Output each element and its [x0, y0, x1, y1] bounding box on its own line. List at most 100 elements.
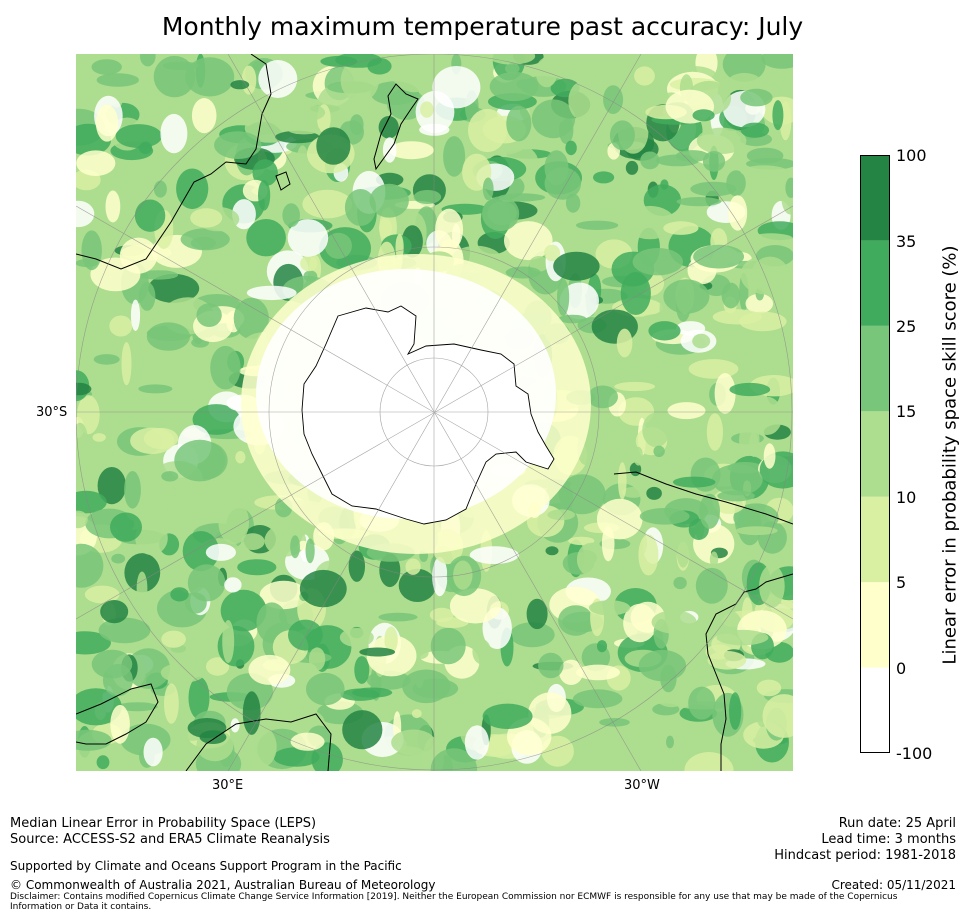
skill-patch	[220, 239, 256, 270]
skill-patch	[230, 718, 240, 733]
skill-patch	[259, 580, 308, 610]
skill-patch	[246, 285, 297, 301]
skill-patch	[130, 299, 141, 331]
skill-patch	[187, 718, 227, 738]
skill-patch	[96, 755, 110, 770]
skill-patch	[96, 73, 139, 87]
skill-patch	[252, 159, 278, 187]
footer-source: Source: ACCESS-S2 and ERA5 Climate Reana…	[10, 832, 330, 847]
skill-patch	[120, 217, 134, 232]
skill-patch	[109, 315, 133, 337]
skill-patch	[688, 359, 739, 379]
skill-patch	[634, 66, 655, 86]
footer-lead-time: Lead time: 3 months	[821, 832, 956, 847]
skill-patch	[126, 648, 171, 689]
skill-patch	[526, 598, 548, 630]
skill-patch	[264, 524, 307, 557]
skill-patch	[756, 679, 782, 697]
skill-patch	[206, 657, 230, 676]
skill-patch	[748, 233, 793, 244]
skill-patch	[185, 57, 235, 97]
skill-patch	[369, 183, 409, 218]
skill-patch	[76, 510, 88, 529]
graticule	[76, 54, 793, 771]
skill-patch	[349, 114, 364, 136]
skill-patch	[100, 600, 129, 624]
skill-patch	[387, 88, 425, 120]
skill-patch	[722, 54, 766, 82]
skill-patch	[210, 345, 241, 390]
skill-patch	[243, 725, 277, 769]
skill-patch	[76, 631, 111, 655]
skill-patch	[258, 180, 271, 211]
map-title: Monthly maximum temperature past accurac…	[161, 12, 804, 41]
skill-patch	[675, 150, 710, 162]
skill-patch	[601, 526, 615, 562]
cbar-tick-15: 15	[896, 402, 917, 421]
skill-patch	[174, 439, 226, 482]
skill-patch	[463, 708, 481, 727]
skill-patch	[182, 531, 220, 572]
skill-patch	[638, 649, 687, 682]
skill-patch	[161, 630, 186, 648]
skill-patch	[413, 190, 442, 204]
skill-patch	[164, 683, 179, 724]
colorbar-segment	[860, 240, 890, 326]
skill-patch	[714, 373, 736, 414]
skill-patch	[679, 418, 710, 436]
skill-patch	[111, 553, 126, 564]
skill-patch	[557, 278, 570, 316]
skill-patch	[648, 321, 681, 341]
skill-patch	[762, 694, 793, 738]
skill-patch	[153, 55, 196, 98]
colorbar-label: Linear error in probability space skill …	[939, 245, 961, 665]
skill-patch	[743, 742, 753, 766]
skill-patch	[641, 313, 688, 324]
skill-patch	[288, 619, 323, 651]
skill-patch	[565, 140, 577, 156]
skill-patch	[558, 314, 587, 324]
cbar-tick-0: 0	[896, 659, 907, 678]
skill-patch	[320, 55, 358, 67]
footer-created: Created: 05/11/2021	[831, 878, 956, 892]
skill-patch	[676, 532, 690, 568]
colorbar-segment	[860, 496, 890, 583]
skill-patch	[160, 662, 206, 683]
skill-patch	[143, 737, 163, 767]
cbar-tick-25: 25	[896, 317, 917, 336]
skill-patch	[624, 205, 676, 240]
skill-patch	[498, 193, 546, 202]
skill-patch	[706, 413, 724, 451]
skill-patch	[696, 127, 747, 154]
skill-patch	[716, 629, 769, 646]
skill-patch	[97, 467, 126, 505]
skill-patch	[166, 471, 175, 514]
skill-score-map	[76, 54, 793, 771]
skill-patch	[102, 664, 133, 697]
skill-patch	[547, 509, 575, 521]
footer-copyright: © Commonwealth of Australia 2021, Austra…	[10, 878, 436, 892]
skill-patch	[633, 446, 643, 466]
skill-patch	[121, 342, 132, 386]
skill-patch	[402, 669, 451, 704]
skill-patch	[290, 732, 325, 751]
skill-patch	[702, 151, 726, 172]
skill-patch	[287, 219, 329, 257]
skill-patch	[609, 120, 635, 151]
skill-patch	[576, 542, 607, 577]
skill-patch	[638, 534, 659, 576]
skill-patch	[435, 208, 464, 251]
footer-disclaimer: Disclaimer: Contains modified Copernicus…	[10, 892, 898, 912]
skill-patch	[235, 451, 246, 464]
skill-patch	[366, 635, 417, 677]
skill-patch	[420, 101, 434, 118]
antarctica-coast	[301, 305, 555, 525]
skill-patch	[205, 543, 236, 561]
skill-patch	[575, 220, 619, 230]
skill-patch	[505, 63, 520, 74]
skill-patch	[651, 365, 681, 383]
skill-patch	[464, 725, 489, 760]
skill-patch	[692, 333, 711, 349]
skill-patch	[709, 551, 719, 568]
skill-patch	[568, 81, 597, 120]
